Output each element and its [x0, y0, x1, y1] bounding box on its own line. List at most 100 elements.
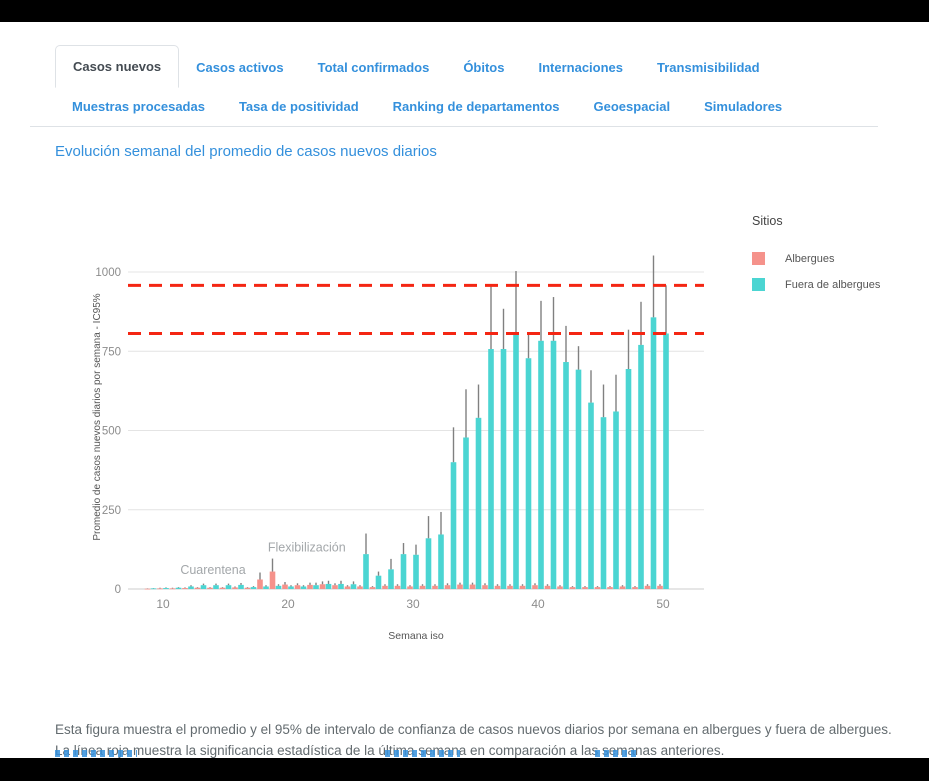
bar-fuera-de-albergues-week-12[interactable]	[188, 586, 194, 589]
bar-fuera-de-albergues-week-17[interactable]	[250, 587, 257, 589]
bar-albergues-week-29[interactable]	[394, 585, 401, 589]
bar-fuera-de-albergues-week-27[interactable]	[375, 575, 382, 589]
bar-fuera-de-albergues-week-43[interactable]	[575, 369, 582, 589]
bar-albergues-week-30[interactable]	[407, 586, 413, 589]
bar-fuera-de-albergues-week-40[interactable]	[538, 340, 544, 589]
bar-albergues-week-49[interactable]	[644, 585, 651, 589]
x-tick-label: 10	[156, 597, 170, 611]
bar-fuera-de-albergues-week-49[interactable]	[650, 317, 657, 589]
bar-albergues-week-10[interactable]	[157, 588, 163, 590]
bar-fuera-de-albergues-week-18[interactable]	[263, 586, 269, 589]
bar-albergues-week-50[interactable]	[657, 585, 663, 589]
tab-casos-activos[interactable]: Casos activos	[196, 60, 284, 75]
bar-albergues-week-43[interactable]	[569, 587, 576, 589]
tab-casos-nuevos[interactable]: Casos nuevos	[55, 45, 180, 88]
bar-fuera-de-albergues-week-35[interactable]	[475, 417, 482, 589]
bar-albergues-week-35[interactable]	[469, 584, 476, 589]
tab-total-confirmados[interactable]: Total confirmados	[317, 60, 430, 75]
bar-albergues-week-40[interactable]	[532, 585, 538, 589]
bar-fuera-de-albergues-week-10[interactable]	[163, 588, 169, 589]
bar-albergues-week-19[interactable]	[269, 571, 276, 589]
bar-albergues-week-27[interactable]	[369, 587, 376, 589]
tab-obitos[interactable]: Óbitos	[463, 60, 505, 75]
bar-fuera-de-albergues-week-23[interactable]	[325, 583, 332, 589]
bar-fuera-de-albergues-week-13[interactable]	[200, 585, 207, 589]
legend-entry-albergues[interactable]: Albergues	[752, 252, 880, 265]
bar-fuera-de-albergues-week-22[interactable]	[313, 585, 319, 589]
bar-fuera-de-albergues-week-16[interactable]	[238, 584, 244, 589]
bar-fuera-de-albergues-week-15[interactable]	[225, 585, 232, 589]
bar-albergues-week-28[interactable]	[382, 585, 388, 589]
bar-albergues-week-14[interactable]	[207, 587, 213, 589]
bar-fuera-de-albergues-week-31[interactable]	[425, 538, 432, 589]
bar-fuera-de-albergues-week-50[interactable]	[663, 333, 669, 589]
bar-albergues-week-12[interactable]	[182, 588, 188, 589]
bar-fuera-de-albergues-week-45[interactable]	[600, 417, 607, 589]
bar-fuera-de-albergues-week-46[interactable]	[613, 411, 619, 589]
bar-fuera-de-albergues-week-28[interactable]	[388, 569, 394, 589]
bar-fuera-de-albergues-week-20[interactable]	[288, 586, 294, 589]
bar-fuera-de-albergues-week-9[interactable]	[150, 588, 157, 590]
bar-albergues-week-36[interactable]	[482, 585, 488, 589]
tab-internaciones[interactable]: Internaciones	[538, 60, 624, 75]
bar-albergues-week-32[interactable]	[432, 585, 438, 589]
bar-albergues-week-15[interactable]	[219, 587, 226, 589]
legend-label: Fuera de albergues	[785, 278, 881, 291]
bar-albergues-week-46[interactable]	[607, 587, 613, 589]
bar-albergues-week-22[interactable]	[307, 584, 313, 589]
bar-fuera-de-albergues-week-11[interactable]	[175, 587, 182, 589]
bar-albergues-week-38[interactable]	[507, 585, 513, 589]
tab-ranking-de-departamentos[interactable]: Ranking de departamentos	[392, 99, 560, 114]
bar-fuera-de-albergues-week-41[interactable]	[550, 340, 557, 589]
bar-fuera-de-albergues-week-24[interactable]	[338, 583, 344, 589]
bar-fuera-de-albergues-week-19[interactable]	[275, 585, 282, 589]
bar-albergues-week-39[interactable]	[519, 585, 526, 589]
bar-albergues-week-20[interactable]	[282, 584, 288, 589]
bar-fuera-de-albergues-week-39[interactable]	[525, 358, 532, 589]
bar-albergues-week-48[interactable]	[632, 587, 638, 589]
bar-fuera-de-albergues-week-21[interactable]	[300, 586, 307, 589]
bar-fuera-de-albergues-week-34[interactable]	[463, 437, 469, 589]
bar-fuera-de-albergues-week-38[interactable]	[513, 333, 519, 589]
bar-albergues-week-24[interactable]	[332, 585, 338, 589]
bar-albergues-week-18[interactable]	[257, 579, 263, 589]
bar-fuera-de-albergues-week-42[interactable]	[563, 362, 569, 589]
x-axis-title: Semana iso	[388, 630, 444, 642]
bar-albergues-week-17[interactable]	[244, 587, 251, 589]
bar-albergues-week-31[interactable]	[419, 585, 426, 589]
tab-tasa-de-positividad[interactable]: Tasa de positividad	[238, 99, 359, 114]
bar-albergues-week-41[interactable]	[544, 585, 551, 589]
bar-fuera-de-albergues-week-25[interactable]	[350, 584, 357, 589]
bar-albergues-week-37[interactable]	[494, 585, 501, 589]
bar-albergues-week-26[interactable]	[357, 586, 363, 589]
bar-albergues-week-25[interactable]	[344, 586, 351, 589]
bar-fuera-de-albergues-week-37[interactable]	[500, 349, 507, 589]
bar-albergues-week-45[interactable]	[594, 587, 601, 589]
bar-fuera-de-albergues-week-14[interactable]	[213, 585, 219, 589]
tab-simuladores[interactable]: Simuladores	[704, 99, 783, 114]
bar-albergues-week-23[interactable]	[319, 584, 326, 589]
tab-muestras-procesadas[interactable]: Muestras procesadas	[72, 99, 205, 114]
bar-albergues-week-16[interactable]	[232, 587, 238, 589]
bar-albergues-week-34[interactable]	[457, 584, 463, 589]
bar-fuera-de-albergues-week-29[interactable]	[400, 554, 407, 589]
bar-albergues-week-33[interactable]	[444, 585, 451, 589]
bar-fuera-de-albergues-week-48[interactable]	[638, 344, 644, 589]
bar-fuera-de-albergues-week-47[interactable]	[625, 369, 632, 589]
bar-albergues-week-13[interactable]	[194, 587, 201, 589]
bar-albergues-week-21[interactable]	[294, 585, 301, 589]
bar-fuera-de-albergues-week-32[interactable]	[438, 534, 444, 589]
bar-albergues-week-9[interactable]	[144, 588, 151, 590]
tab-geoespacial[interactable]: Geoespacial	[593, 99, 671, 114]
tab-transmisibilidad[interactable]: Transmisibilidad	[657, 60, 760, 75]
bar-fuera-de-albergues-week-26[interactable]	[363, 554, 369, 589]
bar-fuera-de-albergues-week-36[interactable]	[488, 349, 494, 589]
bar-albergues-week-11[interactable]	[169, 588, 176, 590]
bar-fuera-de-albergues-week-33[interactable]	[450, 462, 457, 589]
bar-albergues-week-44[interactable]	[582, 587, 588, 589]
bar-fuera-de-albergues-week-30[interactable]	[413, 554, 419, 589]
bar-albergues-week-42[interactable]	[557, 586, 563, 589]
legend-entry-fuera-de-albergues[interactable]: Fuera de albergues	[752, 278, 880, 291]
bar-albergues-week-47[interactable]	[619, 586, 626, 589]
bar-fuera-de-albergues-week-44[interactable]	[588, 402, 594, 589]
